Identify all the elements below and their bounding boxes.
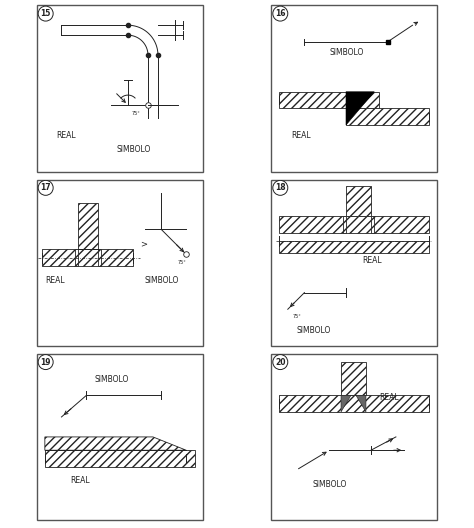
Circle shape (38, 6, 53, 21)
Polygon shape (356, 395, 366, 412)
Bar (346, 108, 429, 125)
Text: 16: 16 (275, 9, 285, 18)
Text: SIMBOLO: SIMBOLO (329, 48, 364, 57)
Text: 18: 18 (275, 183, 286, 192)
Polygon shape (341, 395, 351, 412)
Text: SIMBOLO: SIMBOLO (145, 276, 179, 285)
Bar (280, 92, 379, 108)
Bar (42, 249, 133, 266)
Text: 17: 17 (40, 183, 51, 192)
Circle shape (273, 181, 288, 195)
Text: REAL: REAL (56, 131, 76, 140)
Circle shape (273, 6, 288, 21)
Text: 75°: 75° (132, 111, 141, 116)
Bar (280, 216, 429, 233)
Text: SIMBOLO: SIMBOLO (296, 326, 330, 335)
Bar (341, 362, 366, 395)
Bar (45, 450, 194, 467)
Text: REAL: REAL (291, 131, 311, 140)
Bar (78, 203, 98, 249)
Text: 20: 20 (275, 357, 285, 366)
Bar (280, 395, 429, 412)
Bar (98, 249, 101, 266)
Text: SIMBOLO: SIMBOLO (116, 145, 151, 154)
Bar (280, 241, 429, 253)
Text: REAL: REAL (45, 276, 64, 285)
Text: 15: 15 (40, 9, 51, 18)
Text: SIMBOLO: SIMBOLO (95, 375, 129, 384)
Circle shape (38, 181, 53, 195)
Circle shape (38, 355, 53, 370)
Text: >: > (140, 239, 146, 248)
Bar (371, 216, 374, 233)
Text: REAL: REAL (70, 476, 90, 485)
Polygon shape (45, 437, 186, 450)
Text: SIMBOLO: SIMBOLO (313, 480, 347, 489)
Bar (343, 216, 346, 233)
Bar (75, 249, 78, 266)
Bar (346, 186, 371, 216)
Text: 75°: 75° (178, 260, 187, 266)
Text: 19: 19 (40, 357, 51, 366)
Circle shape (273, 355, 288, 370)
Text: REAL: REAL (363, 256, 382, 265)
Text: REAL: REAL (379, 393, 399, 402)
Polygon shape (346, 92, 374, 125)
Text: 75°: 75° (293, 314, 301, 318)
